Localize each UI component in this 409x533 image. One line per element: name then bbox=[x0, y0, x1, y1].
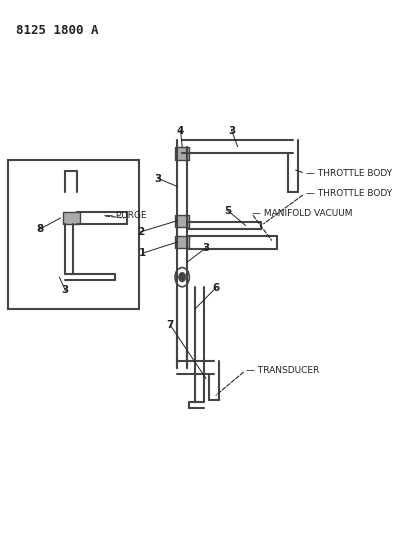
Text: — THROTTLE BODY: — THROTTLE BODY bbox=[306, 169, 391, 177]
Text: 3: 3 bbox=[62, 286, 69, 295]
Text: 8125 1800 A: 8125 1800 A bbox=[16, 24, 98, 37]
Text: — TRANSDUCER: — TRANSDUCER bbox=[246, 366, 319, 375]
Text: 7: 7 bbox=[166, 320, 173, 330]
Text: — PURGE: — PURGE bbox=[103, 212, 146, 220]
Text: 6: 6 bbox=[212, 283, 219, 293]
Text: 3: 3 bbox=[202, 243, 209, 253]
Text: — MANIFOLD VACUUM: — MANIFOLD VACUUM bbox=[252, 209, 352, 217]
Text: 4: 4 bbox=[176, 126, 184, 135]
Text: 8: 8 bbox=[36, 224, 43, 234]
Text: — THROTTLE BODY: — THROTTLE BODY bbox=[306, 189, 391, 198]
Bar bbox=[175, 215, 189, 227]
Bar bbox=[8, 160, 138, 309]
Bar bbox=[175, 147, 189, 160]
Circle shape bbox=[178, 272, 185, 282]
Text: 5: 5 bbox=[224, 206, 231, 215]
Text: 2: 2 bbox=[137, 227, 144, 237]
Text: 3: 3 bbox=[227, 126, 235, 135]
Text: 1: 1 bbox=[139, 248, 146, 258]
Bar bbox=[175, 236, 189, 248]
Circle shape bbox=[175, 268, 189, 287]
Text: 3: 3 bbox=[155, 174, 162, 183]
Bar bbox=[63, 212, 80, 224]
